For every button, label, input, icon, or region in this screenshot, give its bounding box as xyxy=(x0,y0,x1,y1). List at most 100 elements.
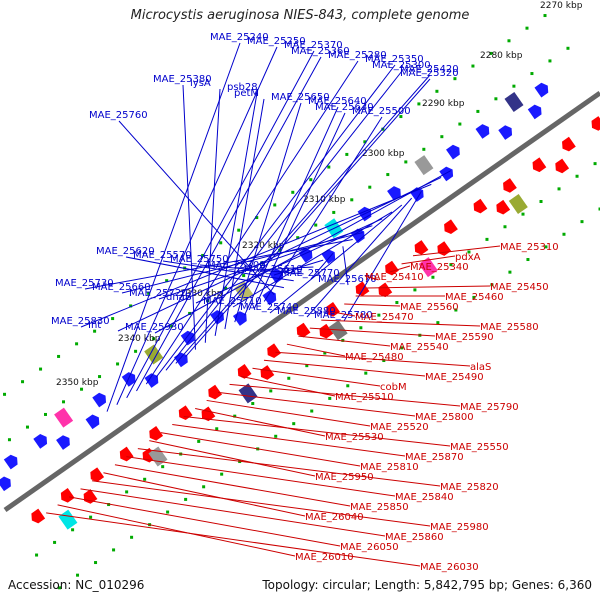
tick-dot xyxy=(62,400,66,404)
tick-dot xyxy=(327,165,331,169)
leader-line xyxy=(137,448,441,487)
tick-dot xyxy=(197,439,201,443)
gene-label-forward: MAE_25770 xyxy=(281,268,340,279)
tick-label: 2330 kbp xyxy=(180,289,223,299)
tick-dot xyxy=(508,270,512,274)
tick-dot xyxy=(485,237,489,241)
leader-line xyxy=(412,245,501,257)
tick-dot xyxy=(548,59,552,63)
tick-dot xyxy=(129,304,133,308)
leader-line xyxy=(116,46,278,405)
tick-dot xyxy=(400,346,404,350)
reverse-gene xyxy=(414,240,429,255)
gene-label-reverse: MAE_25530 xyxy=(325,432,384,443)
gene-label-forward: MAE_25360 xyxy=(291,46,350,57)
leader-line xyxy=(195,218,383,304)
gene-label-forward: MAE_25280 xyxy=(328,50,387,61)
forward-gene xyxy=(262,290,277,306)
gene-label-forward: MAE_25610 xyxy=(244,264,303,275)
leader-line xyxy=(269,204,403,314)
leader-line xyxy=(149,440,316,477)
leader-line xyxy=(145,60,359,385)
tick-dot xyxy=(454,308,458,312)
tick-dot xyxy=(440,135,444,139)
tick-label: 2320 kbp xyxy=(242,241,285,251)
gene-label-forward: MAE_25420 xyxy=(400,64,459,75)
gene-label-reverse: MAE_26010 xyxy=(295,552,354,563)
tick-dot xyxy=(143,477,147,481)
reverse-gene xyxy=(444,219,458,235)
tick-dot xyxy=(472,295,476,299)
gene-label-reverse: MAE_25450 xyxy=(490,282,549,293)
leader-line xyxy=(332,311,356,317)
tick-dot xyxy=(471,64,475,68)
feature-block xyxy=(144,344,164,365)
tick-dot xyxy=(21,380,25,384)
tick-dot xyxy=(152,337,156,341)
leader-line xyxy=(214,92,258,336)
leader-line xyxy=(158,225,373,300)
feature-block xyxy=(54,407,74,428)
reverse-gene xyxy=(119,446,134,462)
gene-label-forward: MAE_25640 xyxy=(308,96,367,107)
feature-block xyxy=(58,509,78,530)
leader-line xyxy=(162,260,294,282)
gene-label-forward: MAE_25710 xyxy=(203,296,262,307)
feature-block xyxy=(504,91,524,112)
leader-line xyxy=(172,424,406,457)
tick-dot xyxy=(386,173,390,177)
gene-label-forward: MAE_25660 xyxy=(92,282,151,293)
gene-label-forward: MAE_25380 xyxy=(153,74,212,85)
forward-gene xyxy=(439,166,454,182)
tick-dot xyxy=(80,387,84,391)
leader-line xyxy=(106,42,241,412)
tick-dot xyxy=(346,384,350,388)
gene-label-forward: dnaB xyxy=(166,292,192,303)
tick-dot xyxy=(305,364,309,368)
tick-dot xyxy=(53,540,57,544)
reverse-gene xyxy=(149,426,164,441)
tick-dot xyxy=(269,389,273,393)
tick-dot xyxy=(503,225,507,229)
leader-line xyxy=(344,303,401,307)
reverse-gene xyxy=(237,364,252,379)
gene-label-forward: psb28 xyxy=(227,82,258,93)
leader-line xyxy=(199,264,304,275)
leader-line xyxy=(310,252,334,280)
leader-line xyxy=(218,391,416,417)
leader-line xyxy=(117,177,442,332)
tick-dot xyxy=(494,97,498,101)
feature-block xyxy=(508,193,528,214)
tick-dot xyxy=(43,412,47,416)
tick-dot xyxy=(75,342,79,346)
gene-label-reverse: MAE_25820 xyxy=(440,482,499,493)
gene-label-reverse: MAE_25840 xyxy=(395,492,454,503)
forward-gene xyxy=(475,124,490,139)
forward-gene xyxy=(210,310,224,325)
feature-block xyxy=(148,446,168,467)
gene-label-reverse: MAE_25470 xyxy=(355,312,414,323)
tick-dot xyxy=(359,326,363,330)
leader-line xyxy=(263,116,383,302)
tick-dot xyxy=(413,288,417,292)
tick-dot xyxy=(93,329,97,333)
tick-dot xyxy=(557,187,561,191)
tick-dot xyxy=(251,402,255,406)
reverse-gene xyxy=(555,158,570,174)
tick-dot xyxy=(377,313,381,317)
reverse-gene xyxy=(473,198,488,214)
leader-line xyxy=(232,211,393,308)
tick-dot xyxy=(332,210,336,214)
tick-dot xyxy=(525,26,529,30)
reverse-gene xyxy=(591,116,600,131)
leader-line xyxy=(263,359,426,377)
leader-line xyxy=(275,351,471,367)
feature-block xyxy=(238,383,258,404)
tick-dot xyxy=(341,338,345,342)
gene-label-forward: MAE_25760 xyxy=(89,110,148,121)
tick-dot xyxy=(314,223,318,227)
tick-dot xyxy=(237,228,241,232)
gene-label-reverse: MAE_25490 xyxy=(425,372,484,383)
leader-line xyxy=(252,367,381,387)
